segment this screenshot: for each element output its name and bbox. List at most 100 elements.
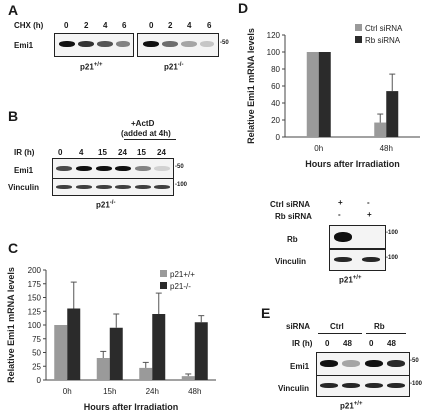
panel-e-time-0: 0 [325,339,330,348]
panel-b-time-5: 24 [157,148,166,157]
chart-d-y-tick-label: 60 [271,82,280,91]
panel-e-row-vinculin: Vinculin [278,384,309,393]
panel-d-caption: p21+/+ [339,275,362,285]
panel-d-blot-rb [329,225,386,249]
panel-b-band [115,185,131,189]
panel-a-caption-left: p21+/+ [80,62,103,72]
panel-a-band [78,41,94,47]
panel-b-band [76,185,92,189]
panel-a-band [200,41,214,47]
panel-e-band [365,383,383,388]
chart-c-y-tick-label: 150 [28,294,42,303]
panel-e-band [320,383,338,388]
panel-b-band [135,185,151,189]
chart-c-bar [152,314,166,380]
panel-e-sirna-label: siRNA [286,322,311,331]
panel-a-blot-right [137,33,219,57]
panel-d-marker-vinculin: -100 [386,255,399,261]
panel-d-row-rb: Rb [287,235,298,244]
panel-e-group-ctrl: Ctrl [330,322,344,331]
panel-a-band [59,41,75,47]
chart-d-legend-swatch [355,36,362,43]
panel-e-marker-emi1: -50 [410,358,419,364]
panel-a-time-r3: 6 [207,21,212,30]
panel-a-letter: A [8,2,19,18]
panel-e-time-3: 48 [387,339,396,348]
panel-e-band [342,360,360,367]
panel-b-blot-vinculin [52,178,174,196]
chart-c-bar [67,308,81,380]
chart-c-y-tick-label: 200 [28,266,42,275]
panel-e-ctrl-bracket [318,333,362,334]
panel-b-band [135,166,151,171]
chart-d-bar [386,91,399,137]
panel-a-time-l1: 2 [84,21,89,30]
chart-d-y-tick-label: 40 [271,99,280,108]
panel-d-row-vinculin: Vinculin [275,257,306,266]
panel-d-rb-mark-0: - [338,210,341,219]
panel-b-actd-sub: (added at 4h) [121,129,171,138]
chart-c-bar [139,367,153,380]
chart-d-y-label: Relative Emi1 mRNA levels [246,28,256,144]
panel-e-blot-vinculin [316,375,410,397]
panel-e-band [387,383,405,388]
chart-c-legend-label: p21+/+ [170,270,195,279]
panel-b-band [154,166,170,171]
chart-c-bar [54,325,68,380]
panel-b-marker-emi1: -50 [175,164,184,170]
panel-b-band [56,166,72,171]
panel-e-group-rb: Rb [374,322,385,331]
panel-e-row-emi1: Emi1 [290,362,310,371]
panel-b-band [96,185,112,189]
panel-b-band [56,185,72,189]
chart-c-y-tick-label: 50 [32,349,41,358]
chart-c-y-label: Relative Emi1 mRNA levels [6,267,16,383]
panel-e-caption: p21+/+ [340,401,363,411]
panel-a-blot-left [54,33,134,57]
panel-b-time-3: 24 [118,148,127,157]
panel-c-letter: C [8,240,19,256]
panel-e-band [387,360,405,367]
panel-e-band [320,360,338,367]
chart-d-x-tick-label: 48h [380,144,393,153]
panel-e-ir-label: IR (h) [292,339,313,348]
chart-d-bar [374,122,387,137]
panel-b-actd-label: +ActD [131,119,155,128]
panel-d-band [334,257,352,262]
chart-c-y-tick-label: 0 [37,376,42,385]
panel-a-time-r1: 2 [168,21,173,30]
panel-d-band [362,257,380,262]
panel-a-time-l0: 0 [64,21,69,30]
panel-e-blot-emi1 [316,352,410,376]
panel-b-marker-vinculin: -100 [175,182,188,188]
panel-b-band [96,166,112,171]
panel-b-time-4: 15 [137,148,146,157]
panel-b-caption: p21-/- [96,200,116,210]
panel-a-time-r0: 0 [149,21,154,30]
panel-a-band [181,41,197,47]
chart-c-bar [194,322,208,380]
chart-d-x-tick-label: 0h [314,144,323,153]
panel-e-letter: E [261,305,271,321]
panel-b-band [154,185,170,189]
panel-b-blot-emi1 [52,158,174,180]
chart-c-x-tick-label: 15h [103,387,116,396]
panel-b-time-0: 0 [58,148,63,157]
panel-d-blot-vinculin [329,249,386,271]
panel-b-time-2: 15 [98,148,107,157]
panel-c-chart: 0 25 50 75 100 125 150 175 200 Relative Emi1 mRNA… [6,266,216,412]
panel-b-letter: B [8,108,19,124]
panel-b-actd-bracket [124,139,176,140]
chart-d-legend-label: Ctrl siRNA [365,24,403,33]
chart-d-legend-label: Rb siRNA [365,36,401,45]
chart-c-x-tick-label: 0h [63,387,72,396]
chart-c-y-tick-label: 25 [32,362,41,371]
panel-d-ctrl-mark-1: - [367,198,370,207]
panel-b-row-emi1: Emi1 [14,166,34,175]
chart-d-y-tick-label: 0 [276,133,281,142]
panel-b-row-vinculin: Vinculin [8,183,39,192]
chart-d-y-tick-label: 120 [267,31,281,40]
panel-e-time-1: 48 [343,339,352,348]
panel-a-size-marker: -50 [220,40,229,46]
chart-c-bar [109,327,123,380]
